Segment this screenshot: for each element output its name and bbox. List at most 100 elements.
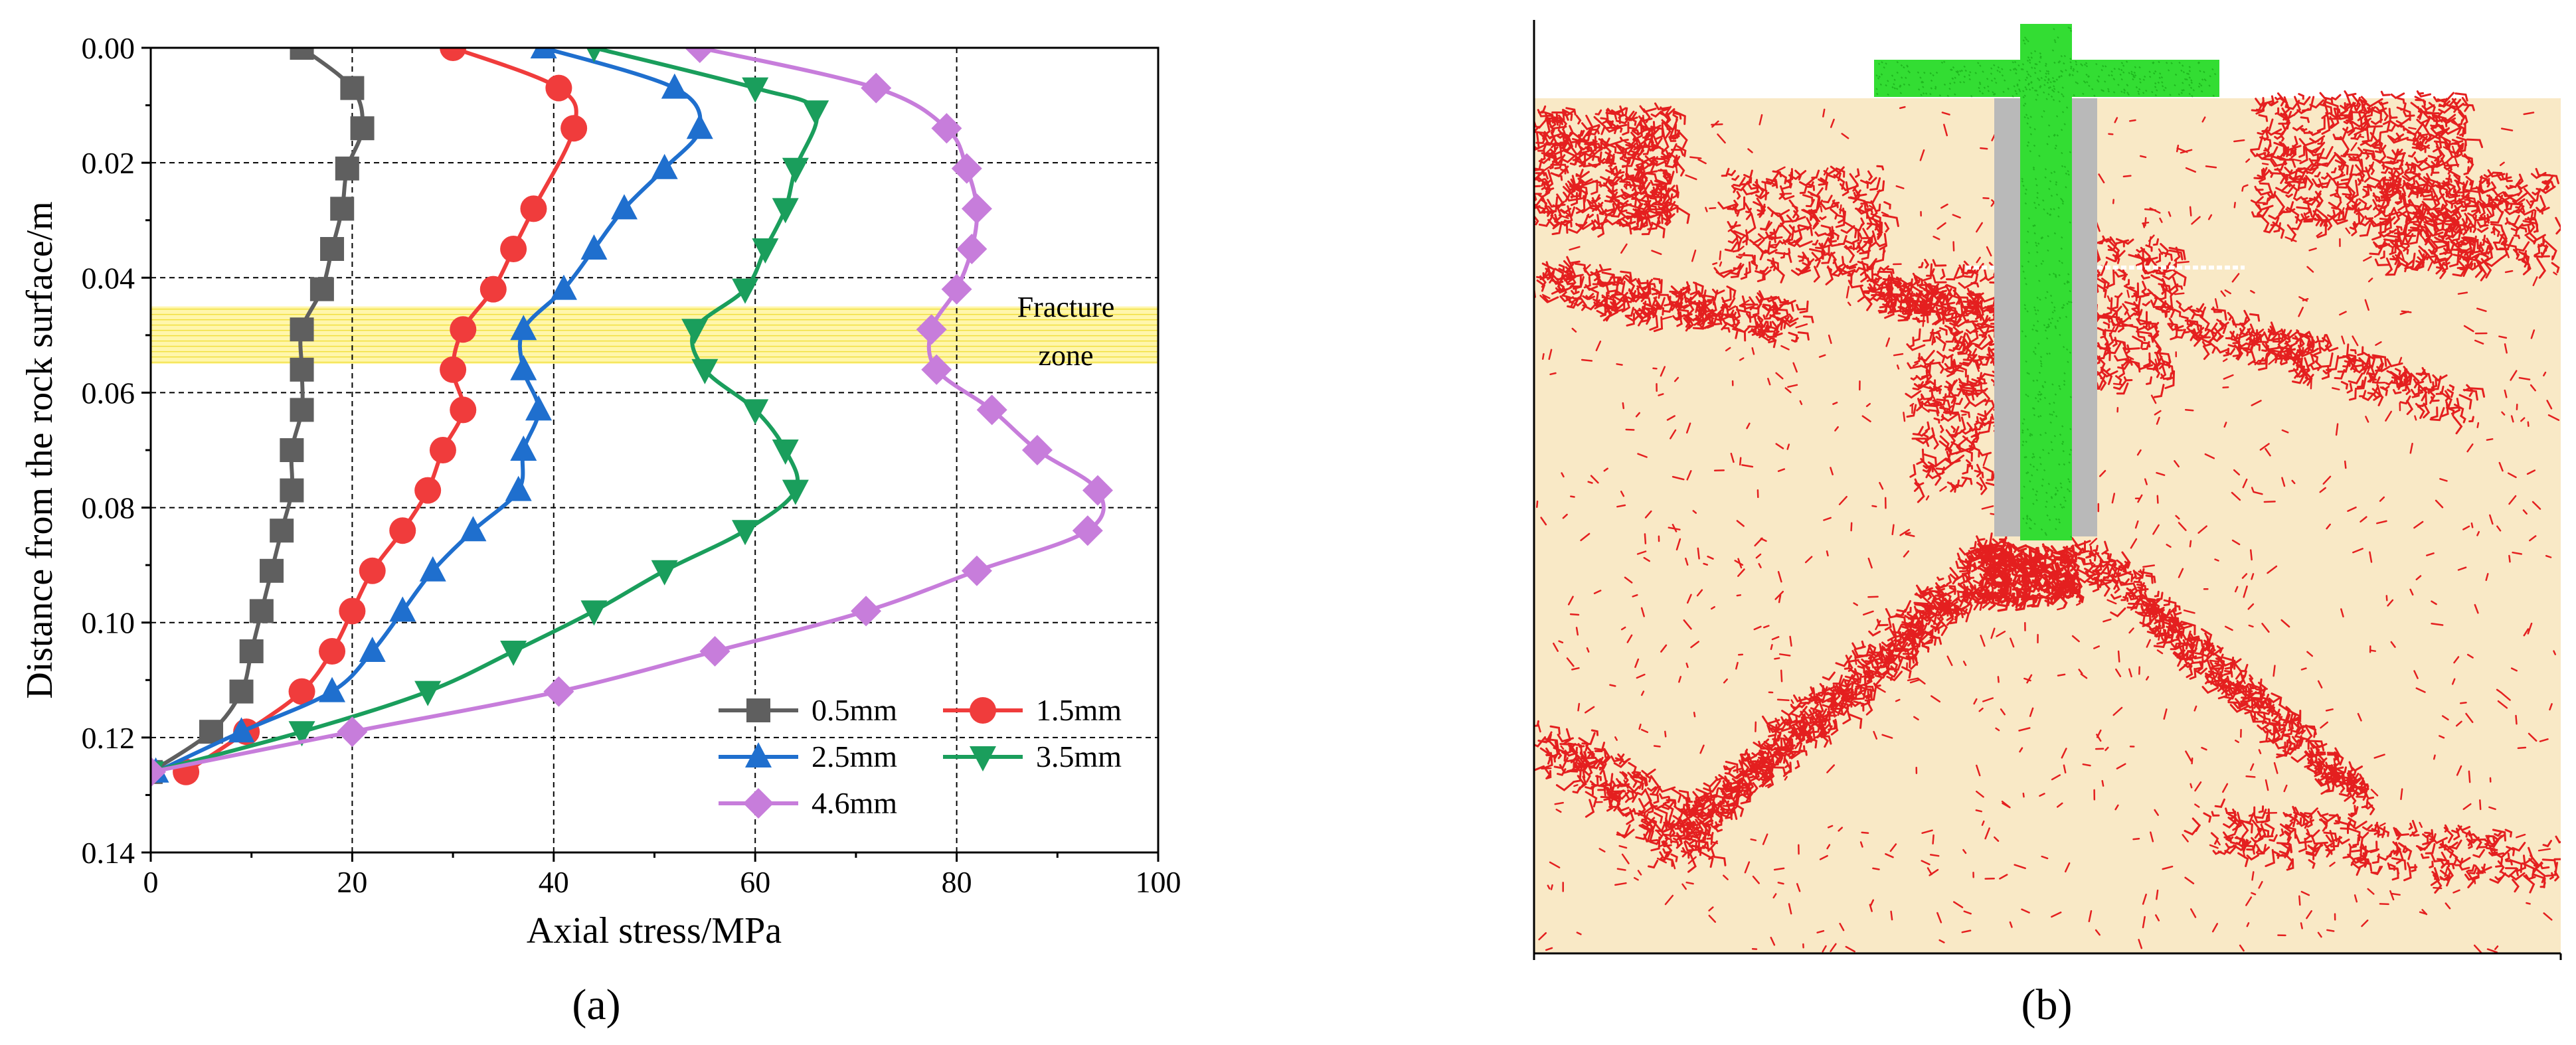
data-point-1.5mm (339, 598, 366, 625)
data-point-4.6mm (961, 555, 992, 586)
y-tick-label: 0.04 (82, 261, 135, 295)
data-point-1.5mm (288, 678, 315, 705)
data-point-3.5mm (772, 440, 799, 465)
legend-marker-1.5mm (970, 697, 996, 724)
data-point-4.6mm (916, 314, 947, 345)
y-tick-label: 0.06 (82, 376, 135, 410)
data-point-2.5mm (525, 395, 553, 421)
crack-band (1534, 256, 1814, 349)
rock-bolt (1874, 24, 2219, 540)
legend: 0.5mm 1.5mm 2.5mm 3.5mm 4.6mm (719, 693, 1122, 820)
data-point-4.6mm (921, 354, 952, 385)
data-point-4.6mm (699, 636, 730, 667)
data-point-4.6mm (931, 113, 962, 144)
series-3.5mm (151, 48, 829, 787)
data-point-4.6mm (851, 596, 882, 627)
series-4.6mm (151, 48, 1113, 787)
data-point-1.5mm (500, 236, 527, 262)
data-point-3.5mm (752, 238, 779, 264)
simulation-image: (b) (1533, 20, 2562, 1029)
x-axis-title: Axial stress/MPa (527, 910, 782, 951)
data-point-4.6mm (961, 193, 992, 224)
data-point-2.5mm (510, 355, 537, 380)
data-point-3.5mm (414, 681, 442, 706)
crack-band (2071, 537, 2375, 817)
x-tick-label: 40 (539, 865, 569, 899)
data-point-2.5mm (530, 48, 557, 58)
data-point-0.5mm (340, 76, 365, 100)
series-0.5mm (151, 48, 375, 784)
data-point-4.6mm (956, 234, 987, 264)
data-point-0.5mm (350, 116, 375, 141)
crack-scatter (1536, 106, 2560, 953)
y-axis-title: Distance from the rock surface/m (19, 201, 60, 698)
legend-marker-4.6mm (743, 788, 774, 819)
data-point-4.6mm (684, 48, 715, 63)
fracture-zone-label-line2: zone (1038, 339, 1093, 372)
data-point-3.5mm (681, 319, 709, 345)
legend-marker-3.5mm (970, 746, 996, 771)
data-point-0.5mm (280, 438, 304, 462)
crack-cluster (1713, 165, 1899, 285)
data-point-4.6mm (976, 394, 1007, 426)
panel-b-label: (b) (2021, 981, 2073, 1029)
data-point-0.5mm (320, 237, 345, 261)
crack-network (1534, 90, 2561, 953)
legend-label-3.5mm: 3.5mm (1036, 740, 1122, 773)
data-point-3.5mm (580, 600, 608, 626)
data-point-2.5mm (359, 637, 386, 662)
data-point-1.5mm (545, 74, 572, 102)
legend-marker-0.5mm (746, 698, 770, 722)
legend-marker-2.5mm (745, 742, 772, 767)
data-point-3.5mm (782, 157, 809, 183)
data-point-4.6mm (1072, 515, 1103, 546)
legend-label-2.5mm: 2.5mm (812, 740, 897, 773)
data-point-3.5mm (742, 77, 769, 103)
x-tick-label: 0 (143, 865, 159, 899)
data-point-2.5mm (319, 677, 346, 702)
chart-a: 0 20 40 60 80 100 0.00 0.02 0.04 0.06 0.08 0.10 0.12… (19, 31, 1181, 1029)
crack-band (1534, 720, 1738, 868)
x-tick-label: 80 (942, 865, 972, 899)
data-point-1.5mm (319, 638, 346, 665)
data-point-0.5mm (290, 357, 314, 382)
legend-label-4.6mm: 4.6mm (812, 786, 897, 820)
legend-label-0.5mm: 0.5mm (812, 693, 897, 727)
crack-band (1643, 530, 2029, 873)
series-line-3.5mm (151, 48, 819, 774)
data-point-3.5mm (651, 560, 678, 586)
data-point-2.5mm (661, 73, 688, 99)
data-point-0.5mm (290, 317, 314, 342)
data-point-2.5mm (505, 475, 532, 501)
data-point-4.6mm (1021, 435, 1053, 465)
y-tick-label: 0.10 (82, 606, 135, 640)
data-point-3.5mm (802, 100, 829, 126)
y-tick-label: 0.14 (82, 836, 135, 870)
data-point-4.6mm (1082, 475, 1113, 506)
legend-label-1.5mm: 1.5mm (1036, 693, 1122, 727)
data-point-2.5mm (460, 516, 487, 542)
crack-cluster (2250, 90, 2484, 242)
series-line-1.5mm (185, 48, 578, 774)
data-point-0.5mm (239, 639, 264, 663)
x-tick-label: 20 (337, 865, 367, 899)
y-tick-label: 0.02 (82, 146, 135, 180)
data-point-3.5mm (732, 278, 759, 304)
bolt-texture (1875, 26, 2217, 538)
data-point-1.5mm (450, 396, 477, 424)
crack-band (2184, 798, 2561, 894)
data-point-2.5mm (228, 717, 255, 743)
data-point-0.5mm (290, 48, 314, 60)
data-point-0.5mm (335, 156, 359, 181)
data-point-0.5mm (270, 519, 294, 543)
data-point-2.5mm (686, 114, 713, 139)
data-point-2.5mm (389, 596, 416, 622)
data-point-1.5mm (560, 115, 588, 142)
data-point-3.5mm (732, 520, 759, 546)
series-2.5mm (151, 48, 713, 783)
data-point-0.5mm (330, 197, 355, 221)
data-point-2.5mm (510, 436, 537, 461)
crack-cluster (1534, 102, 1691, 238)
data-point-0.5mm (229, 679, 254, 704)
